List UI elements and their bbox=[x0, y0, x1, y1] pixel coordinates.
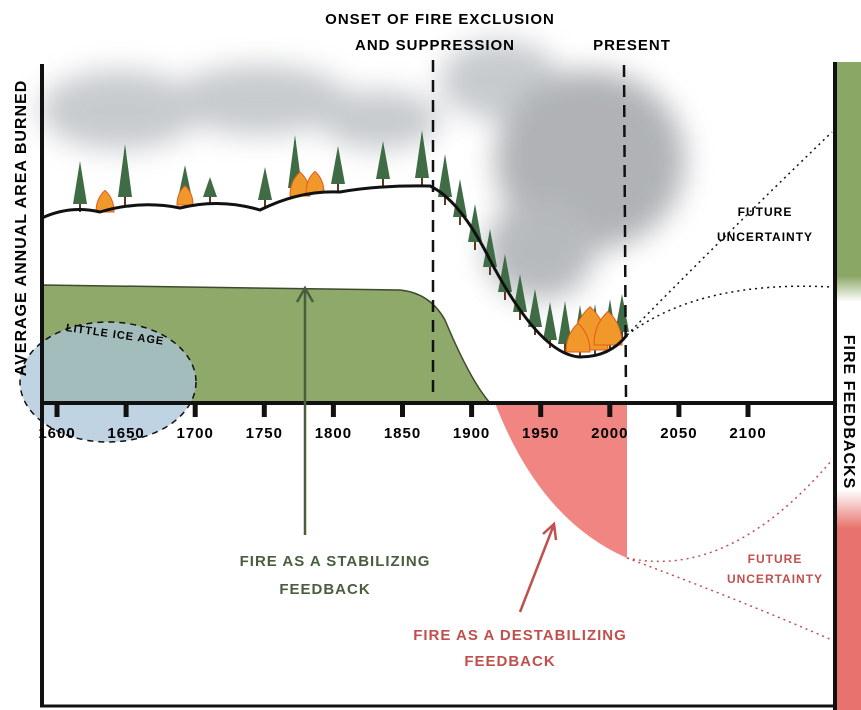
stabilizing-label: FIRE AS A STABILIZING bbox=[240, 553, 431, 570]
x-tick-label: 1750 bbox=[246, 425, 283, 442]
side-bar-label: FIRE FEEDBACKS bbox=[840, 335, 857, 489]
tree-crown bbox=[468, 204, 482, 242]
tree-crown bbox=[558, 301, 572, 344]
x-tick-label: 1900 bbox=[453, 425, 490, 442]
x-tick-label: 1600 bbox=[38, 425, 75, 442]
flame bbox=[305, 170, 325, 194]
tree-crown bbox=[615, 294, 629, 332]
arrows bbox=[295, 285, 558, 613]
tree-crown bbox=[118, 144, 132, 197]
area-burned-line bbox=[41, 184, 629, 359]
future-label: UNCERTAINTY bbox=[727, 572, 823, 586]
uncertainty-lines bbox=[626, 131, 833, 641]
x-tick-label: 1950 bbox=[522, 425, 559, 442]
x-tick-label: 1650 bbox=[107, 425, 144, 442]
x-tick-label: 2000 bbox=[591, 425, 628, 442]
stabilizing-label: FEEDBACK bbox=[279, 581, 370, 598]
present-label: PRESENT bbox=[593, 37, 671, 54]
y-axis-label: AVERAGE ANNUAL AREA BURNED bbox=[13, 80, 30, 377]
x-ticks: 1600 1650 1700 1750 1800 1850 1900 1950 2000 2050… bbox=[38, 403, 766, 442]
tree-crown bbox=[543, 302, 557, 340]
x-tick-label: 2050 bbox=[660, 425, 697, 442]
tree-crown bbox=[331, 146, 345, 184]
future-label: FUTURE bbox=[738, 205, 793, 219]
x-tick-label: 1700 bbox=[177, 425, 214, 442]
onset-label: AND SUPPRESSION bbox=[355, 37, 515, 54]
smoke bbox=[40, 40, 685, 300]
little-ice-age-zone bbox=[19, 321, 197, 443]
future-label: UNCERTAINTY bbox=[717, 230, 813, 244]
destabilizing-label: FEEDBACK bbox=[464, 653, 555, 670]
side-bar bbox=[835, 62, 861, 710]
tree-crown bbox=[258, 167, 272, 200]
x-tick-label: 1800 bbox=[315, 425, 352, 442]
x-tick-label: 1850 bbox=[384, 425, 421, 442]
tree-crown bbox=[415, 130, 429, 178]
destabilizing-area bbox=[495, 403, 627, 558]
flame bbox=[593, 310, 623, 346]
tree-crown bbox=[73, 161, 87, 204]
tree-crown bbox=[376, 141, 390, 179]
destabilizing-label: FIRE AS A DESTABILIZING bbox=[413, 627, 627, 644]
tree-crown bbox=[438, 154, 452, 197]
onset-label: ONSET OF FIRE EXCLUSION bbox=[325, 11, 555, 28]
tree-crown bbox=[528, 289, 542, 327]
future-label: FUTURE bbox=[748, 552, 803, 566]
x-tick-label: 2100 bbox=[729, 425, 766, 442]
tree-crown bbox=[483, 229, 497, 267]
present-line bbox=[622, 64, 628, 401]
flame bbox=[176, 185, 194, 206]
tree-crown bbox=[203, 177, 217, 197]
trees bbox=[73, 130, 629, 356]
flame bbox=[565, 322, 591, 353]
